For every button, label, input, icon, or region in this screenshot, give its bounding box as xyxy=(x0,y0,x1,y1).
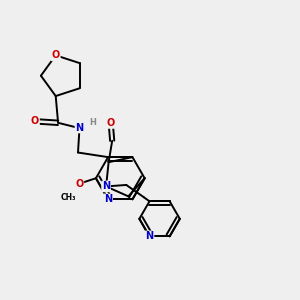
Text: H: H xyxy=(89,118,96,127)
Text: O: O xyxy=(52,50,60,60)
Text: N: N xyxy=(104,194,112,204)
Text: N: N xyxy=(102,182,110,191)
Text: O: O xyxy=(106,118,115,128)
Text: N: N xyxy=(75,123,83,133)
Text: N: N xyxy=(146,231,154,241)
Text: O: O xyxy=(31,116,39,126)
Text: O: O xyxy=(75,178,83,189)
Text: CH₃: CH₃ xyxy=(61,194,76,202)
